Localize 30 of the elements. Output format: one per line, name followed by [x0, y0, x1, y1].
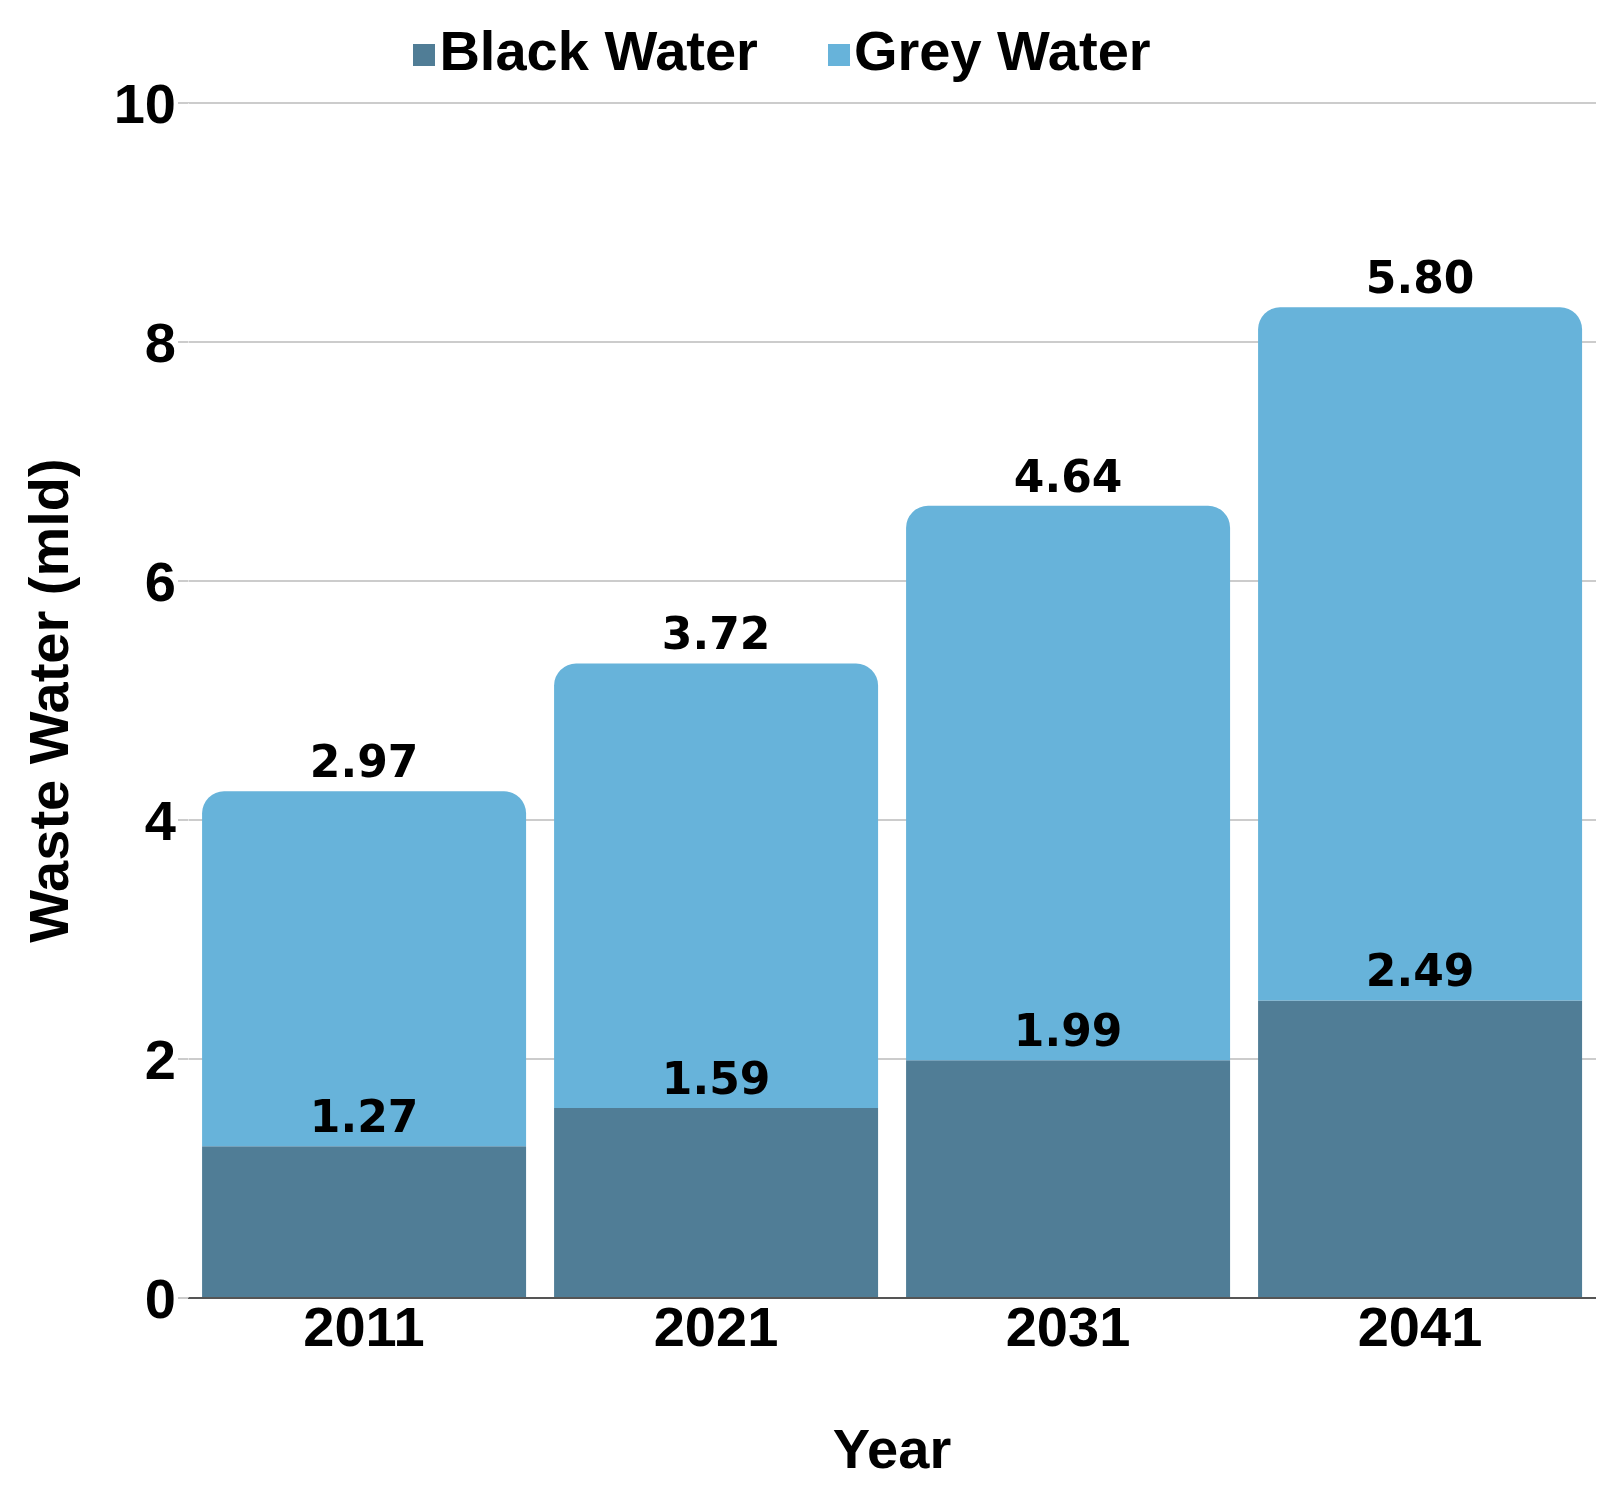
x-tick-label: 2041	[1357, 1294, 1483, 1358]
x-axis-title: Year	[832, 1417, 952, 1480]
bar	[906, 505, 1231, 1061]
y-tick-label: 0	[144, 1266, 176, 1330]
x-tick-label: 2011	[303, 1294, 425, 1358]
data-label: 3.72	[661, 608, 771, 660]
bar	[202, 1146, 527, 1298]
data-label: 4.64	[1013, 450, 1123, 502]
legend-label: Grey Water	[853, 19, 1151, 82]
y-tick-label: 8	[144, 310, 176, 374]
y-tick-label: 6	[144, 549, 176, 613]
data-label: 2.49	[1365, 945, 1475, 997]
y-tick-label: 2	[144, 1027, 176, 1091]
bar	[202, 791, 527, 1147]
x-tick-label: 2021	[653, 1294, 779, 1358]
x-tick-label: 2031	[1005, 1294, 1131, 1358]
bar	[554, 663, 879, 1108]
data-label: 1.27	[309, 1091, 419, 1143]
bar	[1258, 1000, 1583, 1298]
y-tick-label: 4	[144, 788, 176, 852]
data-label: 5.80	[1365, 252, 1475, 304]
data-label: 1.59	[661, 1052, 771, 1104]
data-label: 2.97	[309, 736, 419, 788]
bar	[906, 1060, 1231, 1298]
bar	[554, 1107, 879, 1298]
legend-label: Black Water	[439, 19, 758, 82]
bar	[1258, 307, 1583, 1001]
data-label: 1.99	[1013, 1005, 1123, 1057]
y-axis-title: Waste Water (mld)	[16, 458, 80, 943]
y-tick-label: 10	[113, 71, 176, 135]
